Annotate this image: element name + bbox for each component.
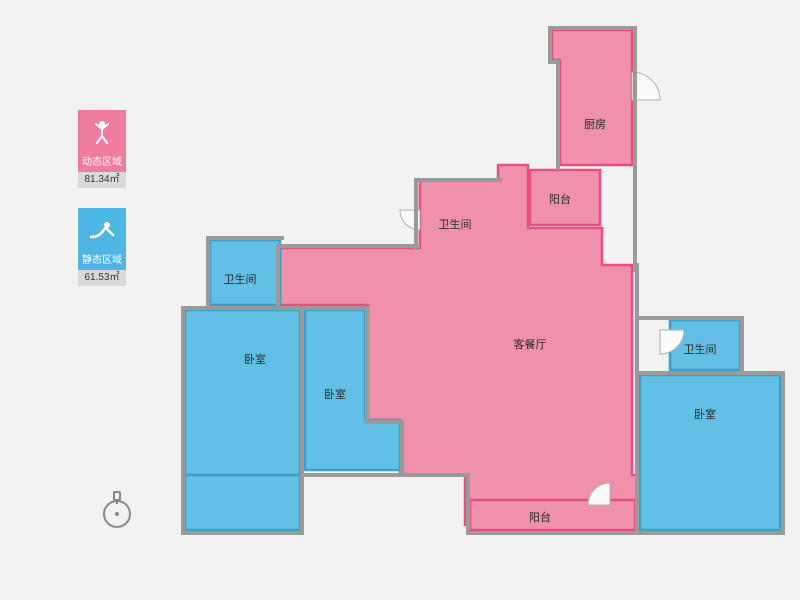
zone-kitchen (552, 30, 632, 165)
zone-bedroom-left (185, 310, 300, 475)
legend-dynamic-icon (78, 110, 126, 154)
legend-panel: 动态区域 81.34㎡ 静态区域 61.53㎡ (78, 110, 134, 306)
legend-static-label: 静态区域 (78, 252, 126, 270)
zone-bath-left (210, 240, 280, 305)
zone-bedroom-left-ext (185, 475, 300, 530)
label-bath-top: 卫生间 (439, 217, 472, 231)
legend-static: 静态区域 61.53㎡ (78, 208, 134, 286)
label-kitchen: 厨房 (584, 118, 606, 131)
label-bedroom-mid: 卧室 (324, 387, 346, 401)
label-bath-right: 卫生间 (684, 342, 717, 356)
legend-dynamic-value: 81.34㎡ (78, 172, 126, 188)
label-bedroom-left: 卧室 (244, 352, 266, 366)
label-bath-left: 卫生间 (224, 272, 257, 286)
label-bedroom-right: 卧室 (694, 407, 716, 421)
zone-bedroom-right (640, 375, 780, 530)
legend-dynamic: 动态区域 81.34㎡ (78, 110, 134, 188)
legend-dynamic-label: 动态区域 (78, 154, 126, 172)
legend-static-value: 61.53㎡ (78, 270, 126, 286)
compass-icon (100, 490, 134, 535)
legend-static-icon (78, 208, 126, 252)
label-balcony-bottom: 阳台 (529, 510, 551, 524)
label-living: 客餐厅 (514, 337, 547, 351)
label-balcony-top: 阳台 (549, 192, 571, 206)
